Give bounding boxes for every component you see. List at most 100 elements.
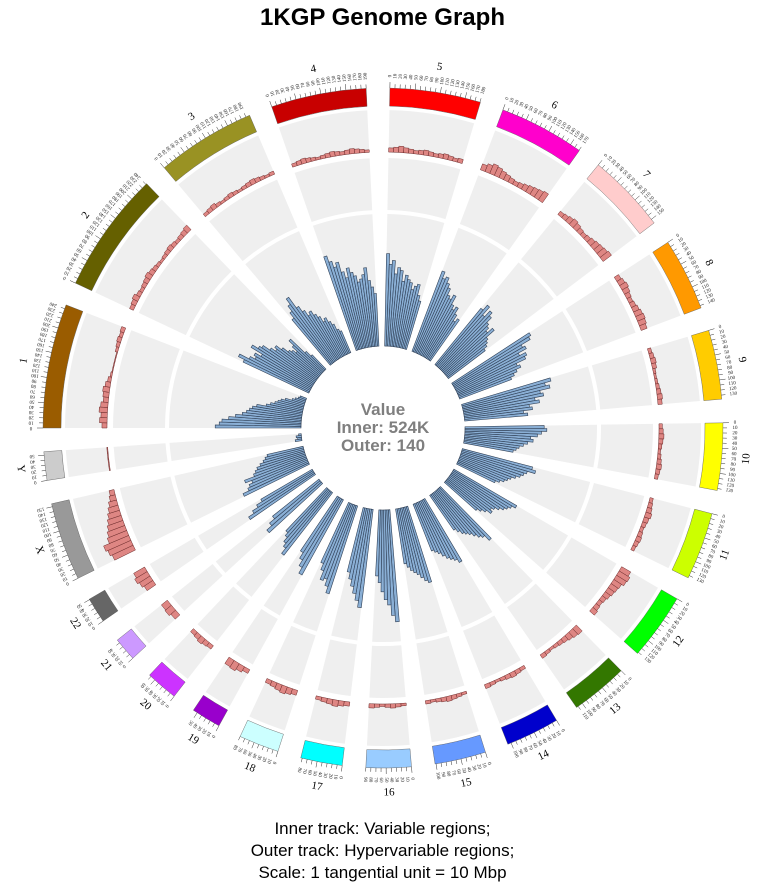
chr-22-tick: [96, 616, 101, 620]
chr-5-tick-label: 20: [399, 73, 404, 79]
chr-2-tick: [125, 199, 129, 203]
chr-x-tick: [49, 511, 54, 513]
chr-18-tick-label: 20: [260, 756, 267, 763]
chr-11-tick: [701, 547, 706, 550]
chromosome-ideogram: [42, 87, 724, 769]
chr-x-tick: [61, 550, 66, 553]
chr-1-tick-label: 40: [29, 404, 35, 409]
chr-19-tick-label: 40: [191, 722, 198, 729]
chr-17-tick-label: 40: [316, 771, 322, 777]
chr-x-tick-label: 100: [43, 531, 52, 538]
chr-6-tick: [544, 125, 547, 129]
chr-1-tick: [45, 350, 52, 353]
inner-track-bars: [214, 253, 552, 623]
chr-5-tick-label: 140: [460, 81, 467, 90]
chr-18-tick: [261, 746, 264, 751]
chr-16-outer-bar: [400, 702, 407, 707]
chr-12-tick-label: 0: [685, 603, 690, 609]
chr-6-outer-bg: [480, 130, 567, 203]
chr-12-tick-label: 120: [646, 652, 655, 661]
chr-10-tick-label: 20: [732, 431, 738, 436]
chr-6-tick-label: 140: [569, 127, 578, 136]
chart-title: 1KGP Genome Graph: [260, 4, 505, 31]
chr-6-tick: [566, 138, 569, 142]
chr-15-middle-bg: [416, 635, 465, 695]
chr-9-outer-bar: [651, 362, 657, 370]
chr-18-tick-label: 80: [231, 744, 238, 751]
chr-8-tick: [690, 280, 694, 283]
chr-4-tick-label: 120: [326, 75, 332, 84]
chr-14-tick: [524, 736, 528, 741]
caption-line-inner: Inner track: Variable regions;: [274, 819, 491, 838]
chr-x-tick: [46, 506, 53, 509]
chr-16-outer-bar: [373, 703, 380, 708]
chr-6-label: 6: [549, 99, 560, 112]
chr-11-tick-label: 120: [698, 573, 707, 581]
chr-6-tick: [535, 120, 538, 125]
chr-12-tick-label: 60: [666, 628, 673, 635]
chr-4-tick: [304, 92, 307, 97]
chr-7-tick-label: 140: [654, 204, 663, 213]
chr-14-tick: [543, 727, 546, 732]
chr-9-tick-label: 60: [725, 355, 731, 361]
chr-7-tick-label: 120: [647, 196, 656, 205]
chr-5-tick: [445, 89, 447, 94]
chr-6-tick-label: 120: [560, 121, 568, 130]
chr-13-tick-label: 100: [585, 709, 594, 718]
chr-6-tick: [526, 114, 530, 120]
chr-5-tick: [474, 96, 477, 101]
chr-13-middle-bg: [507, 583, 573, 650]
chr-14-tick-label: 90: [517, 749, 524, 756]
chr-2-tick-label: 0: [62, 274, 67, 280]
chr-8-tick-label: 110: [701, 283, 710, 291]
chr-21-tick-label: 40: [106, 646, 113, 653]
chr-10-tick-label: 0: [734, 421, 737, 426]
chr-3-tick-label: 70: [183, 132, 190, 139]
chr-3-ideogram: [163, 115, 257, 182]
chr-10-tick-label: 40: [732, 442, 738, 447]
chr-3-tick: [190, 142, 193, 147]
chr-1-tick: [46, 356, 51, 358]
chr-20-tick-label: 10: [158, 699, 165, 706]
chr-8-tick: [667, 238, 673, 243]
chr-1-outer-bg: [65, 312, 126, 428]
chr-5-outer-bar: [393, 146, 400, 153]
chr-4-tick: [344, 84, 347, 91]
chr-3-tick-label: 130: [209, 115, 217, 124]
chr-7-tick: [613, 175, 617, 179]
chr-14-tick: [529, 734, 532, 739]
chr-x-tick-label: 60: [51, 551, 58, 558]
chr-12-label: 12: [670, 634, 686, 650]
chr-20-tick-label: 50: [142, 685, 149, 692]
chr-12-tick: [644, 644, 649, 648]
chr-4-outer-bar: [344, 149, 351, 155]
chr-19-inner-bar: [300, 495, 340, 554]
chr-8-tick: [700, 303, 704, 306]
chr-x-tick-label: 110: [41, 526, 50, 533]
chr-2-tick-label: 50: [73, 250, 80, 257]
center-heading: Value: [361, 400, 405, 419]
chr-12-tick-label: 20: [678, 611, 685, 618]
chr-2-tick: [142, 181, 147, 185]
chr-16-tick-label: 60: [378, 777, 383, 783]
chr-9-tick: [719, 378, 726, 381]
chr-15-outer-bar: [424, 699, 432, 705]
chr-21-tick: [116, 642, 120, 646]
center-outer-value: Outer: 140: [341, 436, 425, 455]
chr-16-tick-label: 50: [383, 777, 388, 783]
chr-y-tick-label: 10: [31, 474, 37, 480]
chr-6-inner-bar: [428, 318, 460, 362]
chr-16-tick-label: 90: [362, 777, 367, 783]
chr-7-tick: [641, 204, 645, 208]
chr-11-tick: [706, 532, 711, 535]
chr-12-tick: [674, 602, 678, 606]
chr-x-tick-label: 90: [45, 536, 52, 542]
chr-21-tick-label: 10: [116, 658, 123, 665]
chr-3-outer-bg: [178, 135, 275, 217]
chr-y-tick-label: 40: [29, 458, 35, 464]
chr-21-inner-bar: [272, 478, 321, 520]
chr-8-tick: [675, 253, 680, 256]
chr-7-tick: [648, 212, 652, 216]
chr-11-middle-bg: [578, 482, 645, 548]
chr-11-label: 11: [717, 548, 732, 562]
